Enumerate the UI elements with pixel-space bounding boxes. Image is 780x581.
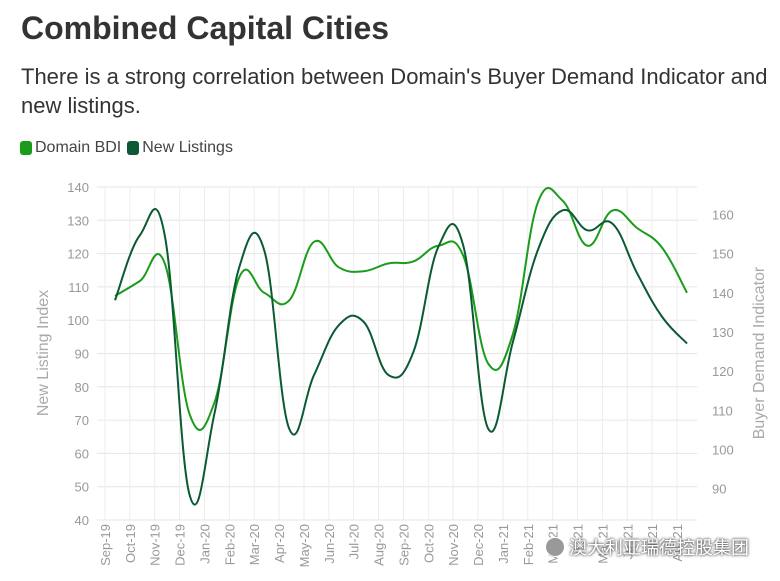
- wechat-icon: [545, 537, 565, 557]
- series-lines: [114, 187, 688, 506]
- right-tick-label: 150: [712, 247, 734, 262]
- x-tick-label: Apr-20: [272, 524, 287, 563]
- right-tick-label: 90: [712, 482, 726, 497]
- left-tick-label: 70: [75, 413, 89, 428]
- left-tick-label: 140: [67, 180, 89, 195]
- series-line-domain-bdi: [114, 187, 688, 431]
- x-tick-label: Sep-20: [396, 524, 411, 566]
- left-axis-ticks: 40 50 60 70 80 90 100 110 120 130 140: [67, 180, 89, 528]
- x-tick-label: Feb-20: [222, 524, 237, 565]
- left-tick-label: 60: [75, 446, 89, 461]
- gridlines: [97, 186, 697, 521]
- left-tick-label: 100: [67, 313, 89, 328]
- legend-swatch-listings: [127, 141, 140, 155]
- right-tick-label: 160: [712, 207, 734, 222]
- legend-item-bdi[interactable]: Domain BDI: [20, 139, 121, 157]
- right-tick-label: 140: [712, 286, 734, 301]
- legend-item-listings[interactable]: New Listings: [127, 139, 233, 157]
- legend: Domain BDI New Listings: [20, 139, 233, 157]
- x-tick-label: Jul-20: [347, 524, 362, 559]
- left-tick-label: 90: [75, 347, 89, 362]
- x-tick-label: May-20: [297, 524, 312, 567]
- x-tick-label: Jan-21: [496, 524, 511, 564]
- x-tick-label: Jan-20: [197, 524, 212, 564]
- watermark: 澳大利亚瑞德控股集团: [545, 534, 749, 560]
- legend-label-bdi: Domain BDI: [35, 139, 122, 156]
- left-tick-label: 40: [75, 513, 89, 528]
- x-tick-label: Aug-20: [372, 524, 387, 566]
- right-axis-ticks: 90 100 110 120 130 140 150 160: [712, 207, 734, 496]
- x-tick-label: Dec-20: [471, 524, 486, 566]
- right-tick-label: 100: [712, 442, 734, 457]
- left-tick-label: 130: [67, 213, 89, 228]
- left-axis-label: New Listing Index: [35, 290, 52, 416]
- x-tick-label: Feb-21: [521, 524, 536, 565]
- x-tick-label: Nov-19: [148, 524, 163, 566]
- x-tick-label: Oct-19: [123, 524, 138, 563]
- watermark-text: 澳大利亚瑞德控股集团: [569, 538, 749, 558]
- left-tick-label: 80: [75, 380, 89, 395]
- x-tick-label: Ma..21: [595, 524, 610, 564]
- x-tick-label: Au..21: [670, 524, 685, 562]
- x-tick-label: Mar-20: [247, 524, 262, 565]
- left-tick-label: 50: [75, 480, 89, 495]
- x-tick-label: Sep-19: [98, 524, 113, 566]
- legend-swatch-bdi: [20, 141, 32, 155]
- right-tick-label: 120: [712, 364, 734, 379]
- x-axis-ticks: Sep-19 Oct-19 Nov-19 Dec-19 Jan-20 Feb-20 Mar-…: [98, 524, 685, 567]
- left-tick-label: 120: [67, 247, 89, 262]
- x-tick-label: ..l-21: [645, 524, 660, 553]
- x-tick-label: Ju..21: [620, 524, 635, 559]
- x-tick-label: Oct-20: [421, 524, 436, 563]
- right-tick-label: 110: [712, 403, 733, 418]
- legend-label-listings: New Listings: [142, 139, 233, 156]
- x-tick-label: Nov-20: [446, 524, 461, 566]
- chart-title: Combined Capital Cities: [21, 10, 390, 46]
- series-line-new-listings: [114, 208, 688, 506]
- right-axis-label: Buyer Demand Indicator: [751, 266, 768, 439]
- x-tick-label: A..21: [571, 524, 586, 554]
- left-tick-label: 110: [68, 280, 89, 295]
- right-tick-label: 130: [712, 325, 734, 340]
- x-tick-label: Jun-20: [322, 524, 337, 564]
- x-tick-label: Dec-19: [173, 524, 188, 566]
- chart-subtitle: There is a strong correlation between Do…: [21, 64, 768, 118]
